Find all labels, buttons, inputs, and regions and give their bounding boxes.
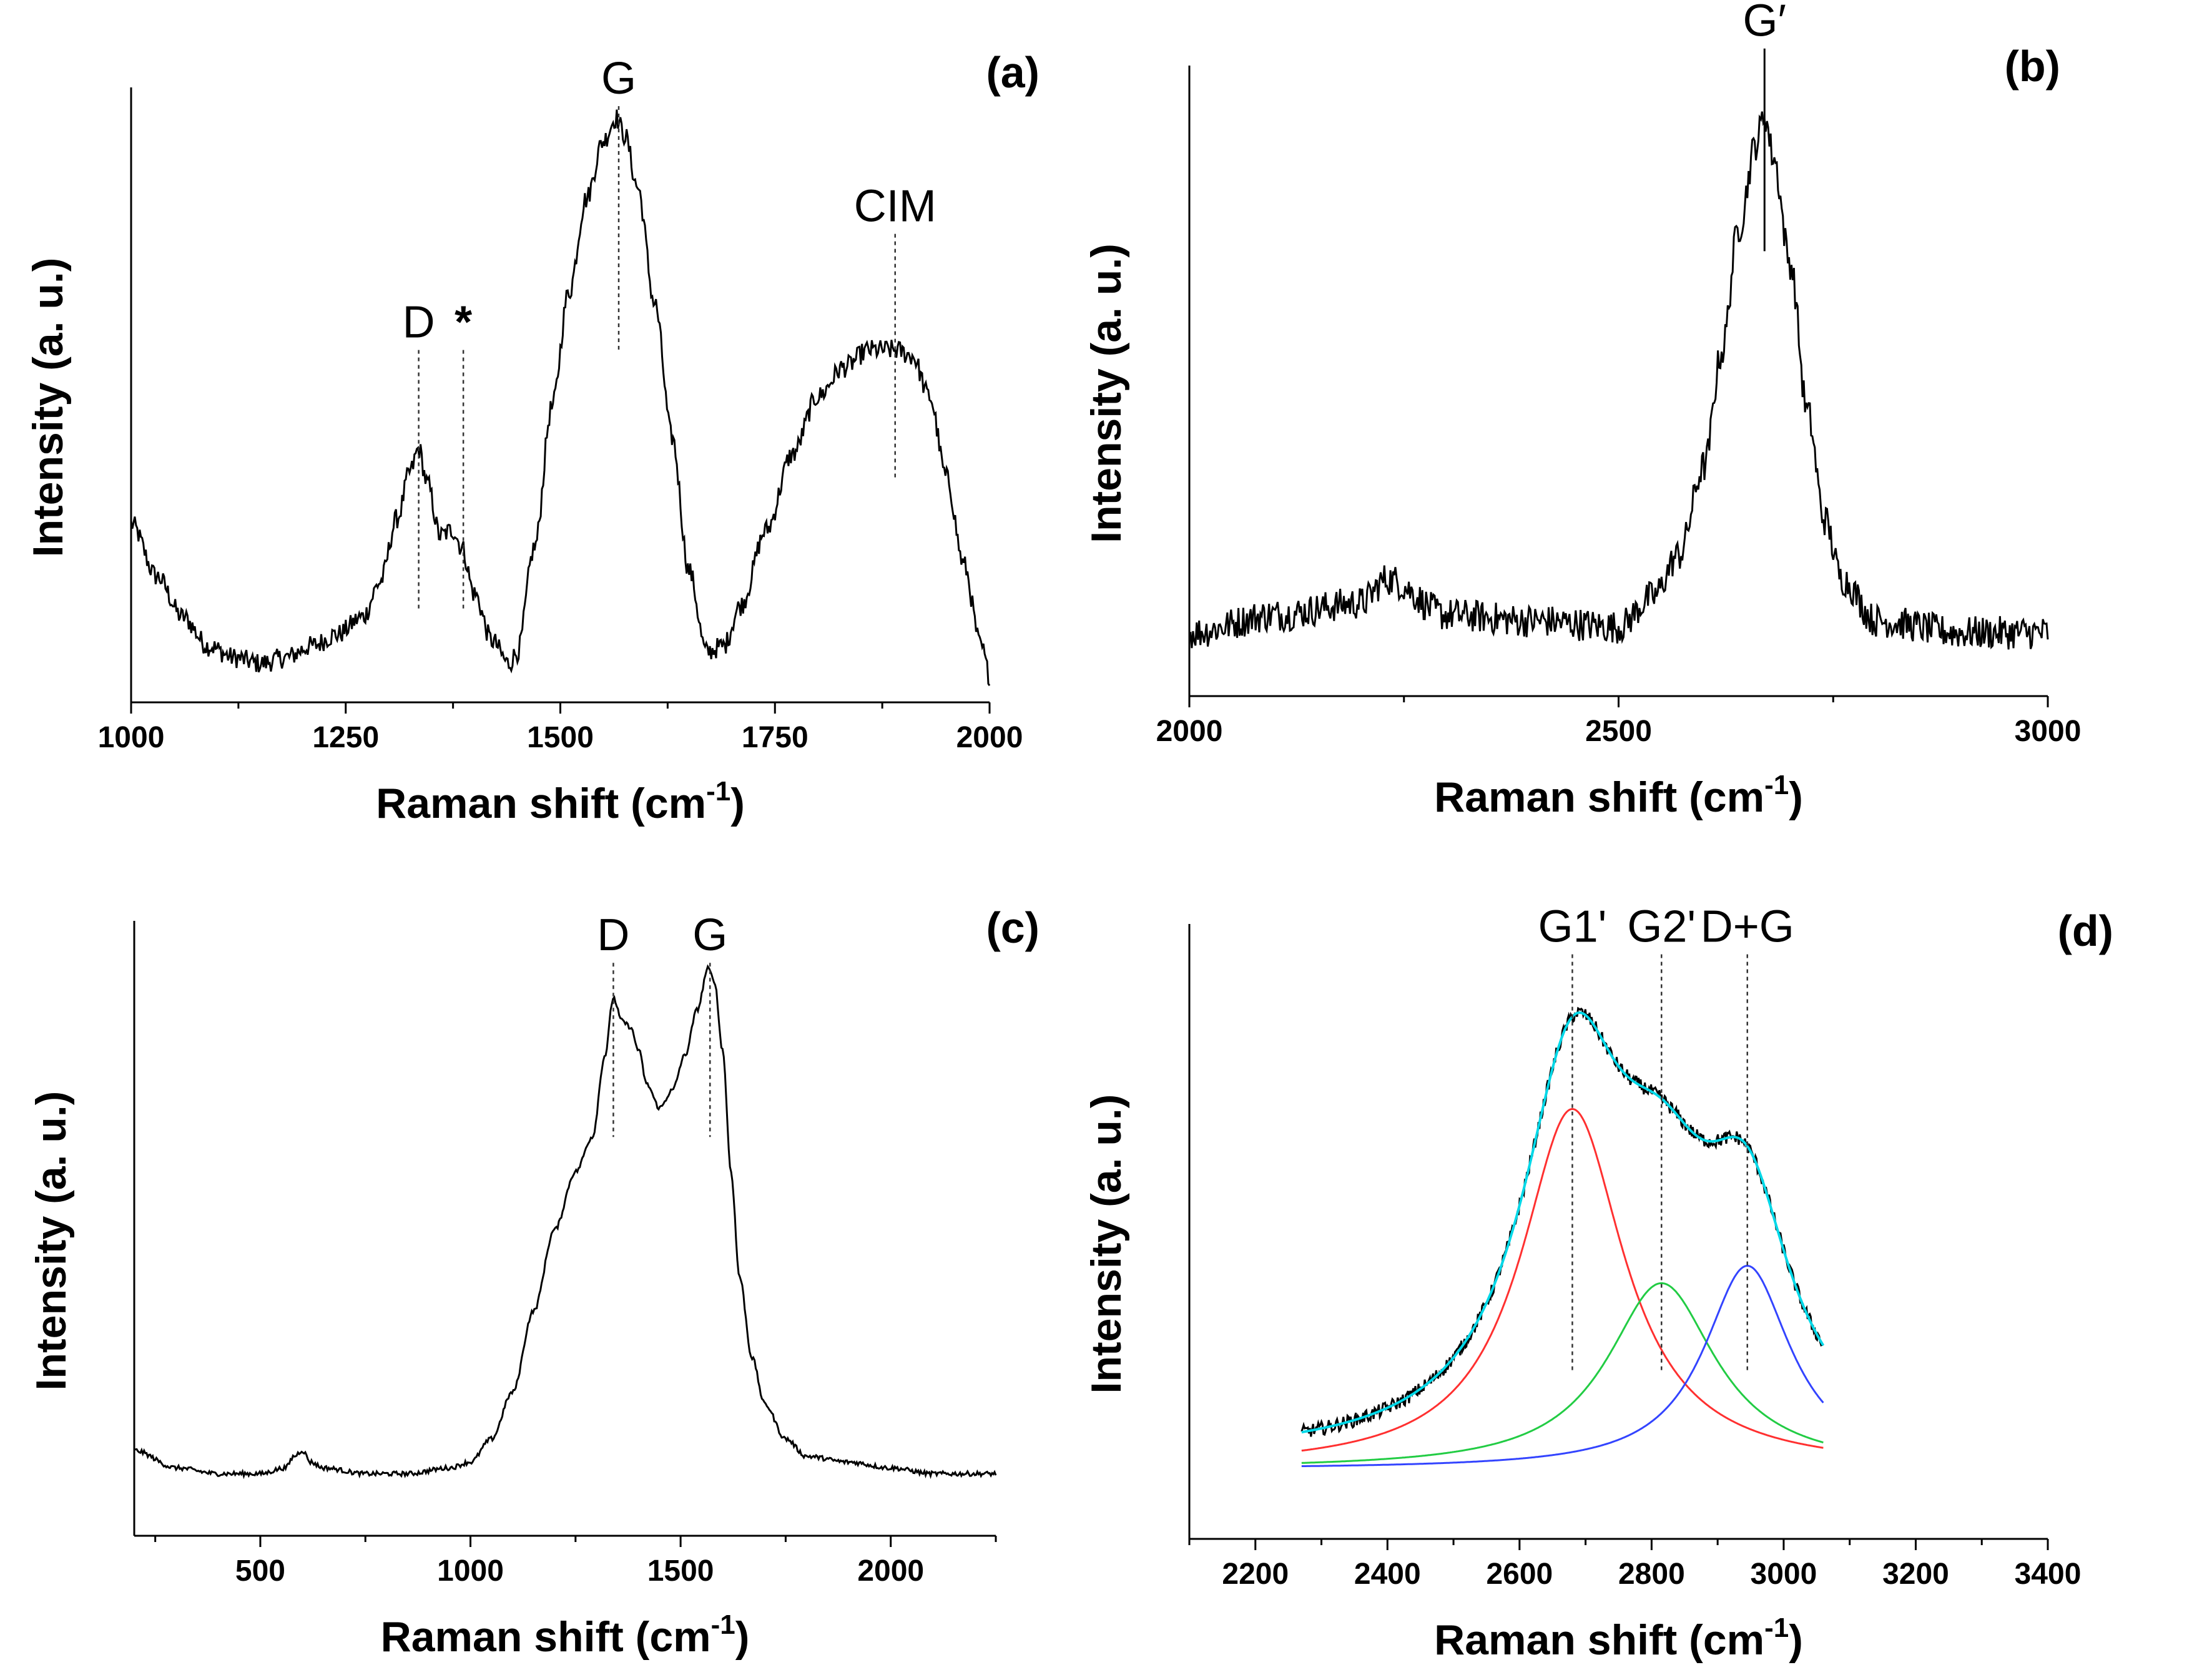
x-tick-label: 500 bbox=[235, 1555, 285, 1588]
panel-c: 500 1000 1500 2000 Raman shift (cm-1) Intensi… bbox=[27, 903, 1040, 1661]
fit-envelope bbox=[1301, 1011, 1825, 1434]
x-tick-label: 3200 bbox=[1882, 1558, 1949, 1591]
x-tick-label: 2000 bbox=[1156, 715, 1223, 748]
y-axis-label: Intensity (a. u.) bbox=[24, 258, 72, 557]
spectrum-line bbox=[1189, 111, 2049, 650]
x-tick-label: 2200 bbox=[1222, 1558, 1289, 1591]
panel-label: (c) bbox=[986, 903, 1040, 952]
peak-label: D bbox=[597, 910, 629, 960]
x-tick-label: 3400 bbox=[2015, 1558, 2082, 1591]
x-tick-label: 1250 bbox=[312, 721, 379, 754]
x-tick-label: 2000 bbox=[857, 1555, 924, 1588]
x-axis-label: Raman shift (cm-1) bbox=[1434, 770, 1803, 821]
x-tick-label: 2400 bbox=[1354, 1558, 1421, 1591]
x-tick-label: 1000 bbox=[437, 1555, 504, 1588]
x-tick-label: 1500 bbox=[647, 1555, 714, 1588]
peak-label: D bbox=[403, 298, 435, 348]
panel-label: (a) bbox=[986, 48, 1040, 97]
x-tick-label: 3000 bbox=[2015, 715, 2082, 748]
spectrum-line bbox=[130, 109, 991, 686]
panel-a: 1000 1250 1500 1750 2000 Raman shift (cm-1) In… bbox=[24, 48, 1040, 827]
x-axis-label: Raman shift (cm-1) bbox=[381, 1609, 750, 1661]
y-axis-label: Intensity (a. u.) bbox=[1083, 1094, 1130, 1394]
peak-label: D+G bbox=[1701, 902, 1794, 952]
peak-label: G1' bbox=[1538, 902, 1607, 952]
x-tick-label: 1000 bbox=[98, 721, 165, 754]
y-axis-label: Intensity (a. u.) bbox=[27, 1091, 75, 1391]
peak-label: G bbox=[692, 910, 727, 960]
x-tick-label: 1500 bbox=[527, 721, 594, 754]
peak-label: G2' bbox=[1627, 902, 1696, 952]
panel-label: (b) bbox=[2005, 42, 2060, 91]
peak-label: * bbox=[455, 298, 472, 348]
fit-component-g2 bbox=[1301, 1282, 1824, 1464]
x-tick-label: 2600 bbox=[1486, 1558, 1553, 1591]
peak-label: G bbox=[601, 54, 636, 104]
x-tick-label: 2500 bbox=[1585, 715, 1652, 748]
fit-component-g1 bbox=[1301, 1108, 1824, 1452]
x-tick-label: 1750 bbox=[742, 721, 809, 754]
y-axis-label: Intensity (a. u.) bbox=[1083, 243, 1130, 543]
peak-label: CIM bbox=[854, 182, 936, 232]
panel-d: 2200 2400 2600 2800 3000 3200 3400 Raman shift … bbox=[1083, 902, 2113, 1664]
spectrum-line bbox=[1300, 1006, 1824, 1437]
x-tick-label: 2800 bbox=[1618, 1558, 1685, 1591]
x-tick-label: 2000 bbox=[956, 721, 1023, 754]
spectrum-line bbox=[134, 964, 997, 1480]
x-axis-label: Raman shift (cm-1) bbox=[376, 776, 745, 827]
peak-label: G′ bbox=[1743, 0, 1786, 46]
x-tick-label: 3000 bbox=[1751, 1558, 1817, 1591]
panel-label: (d) bbox=[2058, 906, 2113, 955]
x-axis-label: Raman shift (cm-1) bbox=[1434, 1613, 1803, 1664]
fit-component-dg bbox=[1301, 1265, 1824, 1467]
panel-b: 2000 2500 3000 Raman shift (cm-1) Intensity … bbox=[1083, 0, 2081, 821]
